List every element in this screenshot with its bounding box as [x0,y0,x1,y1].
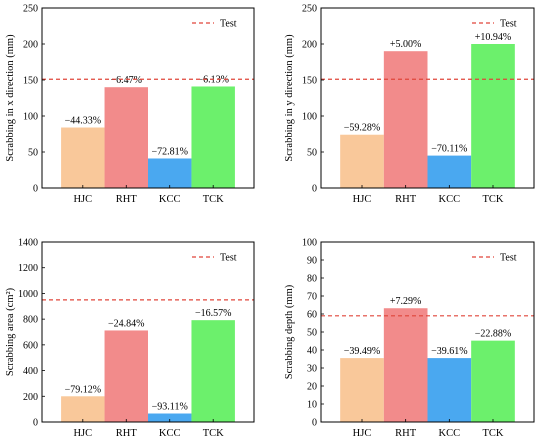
y-tick-label: 40 [307,346,317,357]
chart-panel-1: −44.33% HJC −6.47% RHT −72.81% KCC −6.13% TCK 0 5… [5,4,255,205]
x-tick-label: KCC [159,194,181,205]
x-tick-label: RHT [395,194,417,205]
x-tick-label: TCK [482,194,503,205]
y-tick-label: 100 [23,112,38,123]
bar-tck [191,320,235,422]
axes-frame [41,7,255,189]
bar-hjc [61,127,105,188]
y-tick-label: 0 [33,184,38,195]
y-tick-label: 70 [307,292,317,303]
bar-label-rht: −6.47% [111,75,142,86]
x-tick-label: TCK [203,428,224,437]
y-tick-label: 50 [28,148,38,159]
bar-hjc [340,358,384,422]
x-tick-label: HJC [353,428,372,437]
bar-label-rht: −24.84% [108,318,144,329]
bar-label-kcc: −72.81% [151,146,187,157]
x-tick-label: KCC [439,194,461,205]
y-tick-label: 80 [307,274,317,285]
y-tick-label: 100 [302,238,317,249]
bar-label-tck: −6.13% [197,74,228,85]
bar-tck [191,86,235,188]
bar-tck [471,44,515,188]
y-tick-label: 1000 [18,289,38,300]
bar-label-kcc: −93.11% [152,402,188,413]
y-tick-label: 20 [307,382,317,393]
x-tick-label: HJC [73,428,92,437]
bar-label-kcc: −39.61% [431,346,467,357]
y-tick-label: 200 [23,40,38,51]
bar-tck [471,340,515,422]
x-tick-label: TCK [482,428,503,437]
bar-label-tck: −16.57% [195,308,231,319]
bar-label-hjc: −39.49% [344,346,380,357]
bar-rht [104,330,148,422]
bar-hjc [61,396,105,422]
bar-rht [383,51,428,189]
y-tick-label: 1200 [18,263,38,274]
y-tick-label: 30 [307,364,317,375]
axes-frame [320,7,535,189]
bar-label-kcc: −70.11% [431,144,467,155]
y-axis-label: Scrabbing in y direction (mm) [284,34,295,162]
legend-test-label: Test [220,253,237,264]
axes-frame [41,241,255,423]
y-axis-label: Scrabbing depth (mm) [284,284,295,379]
x-tick-label: KCC [159,428,181,437]
bar-label-rht: +7.29% [390,296,421,307]
x-tick-label: RHT [116,194,138,205]
chart-panel-4: −39.49% HJC +7.29% RHT −39.61% KCC −22.88% TCK 0… [284,238,535,437]
x-tick-label: KCC [439,428,461,437]
x-tick-label: RHT [116,428,138,437]
y-tick-label: 150 [23,76,38,87]
y-tick-label: 600 [23,340,38,351]
y-tick-label: 250 [302,4,317,15]
bar-kcc [148,158,192,188]
y-tick-label: 60 [307,310,317,321]
x-tick-label: HJC [73,194,92,205]
bar-label-rht: +5.00% [390,39,421,50]
bar-label-hjc: −59.28% [344,123,380,134]
y-tick-label: 1400 [18,238,38,249]
legend-test-label: Test [500,253,517,264]
bar-rht [383,308,428,422]
y-tick-label: 200 [302,40,317,51]
legend-test-label: Test [220,19,237,30]
x-tick-label: RHT [395,428,417,437]
x-tick-label: HJC [353,194,372,205]
bar-label-hjc: −79.12% [65,384,101,395]
x-tick-label: TCK [203,194,224,205]
y-tick-label: 50 [307,148,317,159]
y-tick-label: 10 [307,400,317,411]
bar-kcc [148,413,192,422]
y-axis-label: Scrabbing area (cm²) [5,287,16,376]
bar-kcc [427,358,472,422]
y-tick-label: 90 [307,256,317,267]
y-tick-label: 400 [23,366,38,377]
bar-kcc [427,155,472,188]
y-tick-label: 50 [307,328,317,339]
legend-test-label: Test [500,19,517,30]
y-tick-label: 800 [23,315,38,326]
chart-panel-3: −79.12% HJC −24.84% RHT −93.11% KCC −16.57% TCK… [5,238,255,437]
y-tick-label: 0 [312,418,317,429]
y-tick-label: 100 [302,112,317,123]
chart-panel-2: −59.28% HJC +5.00% RHT −70.11% KCC +10.94% TCK 0… [284,4,535,205]
bar-label-tck: −22.88% [475,329,511,340]
y-tick-label: 200 [23,392,38,403]
bar-label-tck: +10.94% [475,32,511,43]
y-tick-label: 150 [302,76,317,87]
bar-rht [104,87,148,188]
bar-hjc [340,134,384,188]
y-tick-label: 250 [23,4,38,15]
bar-label-hjc: −44.33% [65,116,101,127]
y-tick-label: 0 [312,184,317,195]
y-tick-label: 0 [33,418,38,429]
y-axis-label: Scrabbing in x direction (mm) [5,34,16,162]
